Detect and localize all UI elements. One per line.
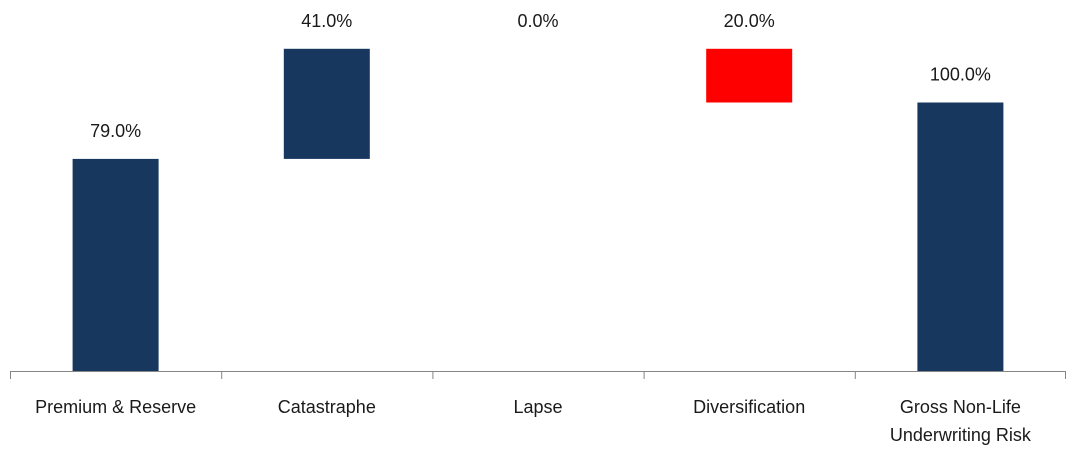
data-label-4: 100.0% xyxy=(930,65,991,85)
x-tick-label-0: Premium & Reserve xyxy=(35,397,196,417)
bar-4 xyxy=(917,102,1004,371)
x-tick-label-3: Diversification xyxy=(693,397,805,417)
bar-0 xyxy=(72,158,159,371)
data-label-1: 41.0% xyxy=(301,11,352,31)
data-label-3: 20.0% xyxy=(724,11,775,31)
x-tick-label-2: Lapse xyxy=(513,397,562,417)
bar-3 xyxy=(706,48,793,103)
x-axis: Premium & Reserve Catastraphe Lapse Diversi… xyxy=(10,371,1066,445)
bars-layer xyxy=(72,48,1004,371)
data-labels-layer: 79.0% 41.0% 0.0% 20.0% 100.0% xyxy=(90,11,991,141)
x-tick-label-4: Gross Non-Life Underwriting Risk xyxy=(890,397,1032,445)
data-label-2: 0.0% xyxy=(517,11,558,31)
bar-1 xyxy=(283,48,370,159)
data-label-0: 79.0% xyxy=(90,121,141,141)
x-tick-label-1: Catastraphe xyxy=(278,397,376,417)
